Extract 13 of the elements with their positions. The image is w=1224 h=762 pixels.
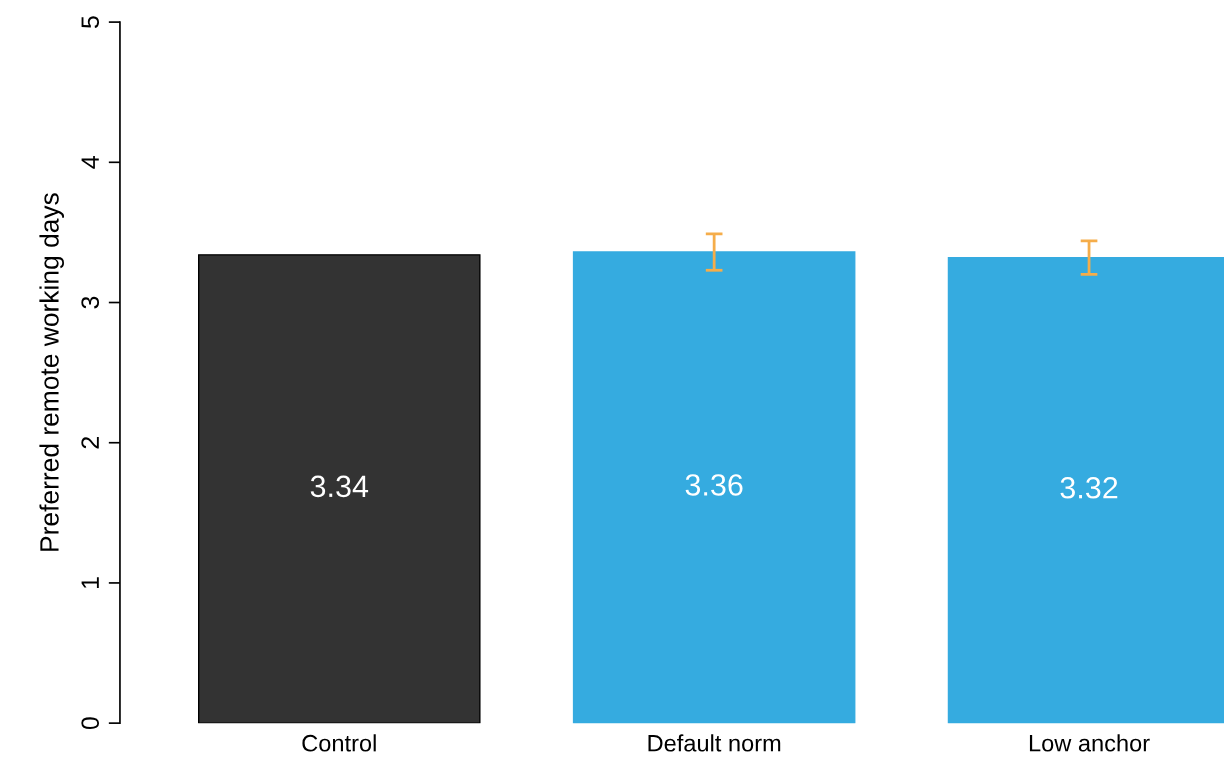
y-tick-label: 5 [81,16,100,29]
y-tick-label: 2 [81,437,99,449]
data-label: 3.32 [1060,476,1118,499]
y-tick-label: 1 [81,577,99,588]
x-tick-label: Low anchor [1029,734,1150,752]
data-label: 3.36 [685,474,743,496]
y-axis-title: Preferred remote working days [39,193,65,551]
y-tick-label: 4 [81,156,99,169]
x-tick-label: Default norm [648,734,781,752]
x-tick-label: Control [302,734,376,752]
y-tick-label: 3 [81,296,100,309]
data-label: 3.34 [310,475,369,498]
y-tick-label: 0 [81,717,100,730]
